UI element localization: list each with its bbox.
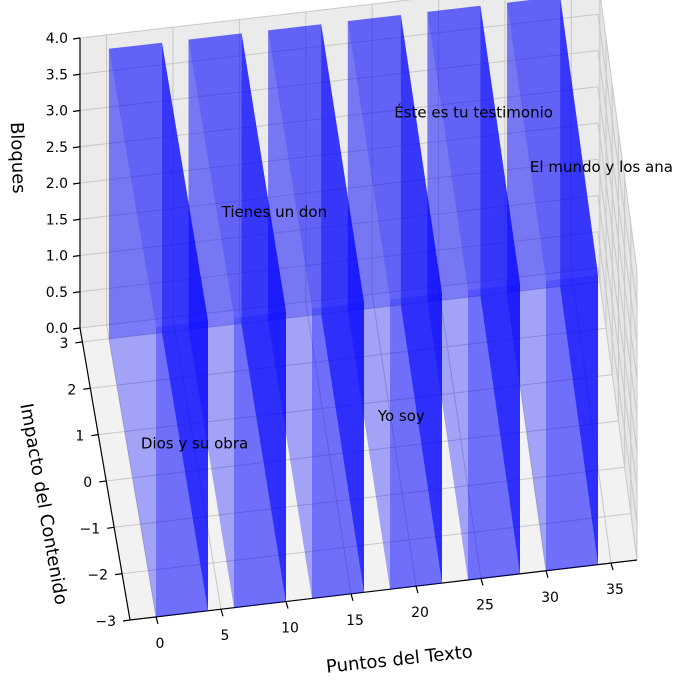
x-tick-mark	[415, 585, 419, 594]
annotation-3: Yo soy	[377, 407, 425, 425]
z-tick-label: 3.0	[46, 104, 68, 120]
x-tick-label: 10	[281, 621, 299, 637]
x-tick-mark	[155, 616, 159, 625]
z-tick-mark	[72, 182, 81, 185]
z-tick-mark	[72, 37, 81, 40]
z-tick-mark	[72, 146, 81, 149]
grid-line-z-side	[597, 86, 638, 379]
y-tick-label: −2	[87, 568, 108, 584]
block-6-front-face	[546, 274, 598, 571]
grid-line-z-back	[79, 13, 599, 75]
annotation-5: El mundo y los anales	[530, 158, 673, 176]
z-tick-label: 4.0	[46, 31, 68, 47]
surface-block-2	[188, 33, 286, 608]
y-tick-label: 1	[75, 429, 84, 445]
grid-line-z-side	[597, 231, 638, 524]
x-tick-label: 0	[156, 636, 165, 652]
grid-line-z-side	[597, 159, 638, 452]
tick-labels: 0 5 10 15 20 25 30 35 −3 −2 −1 0 1 2 30.0 0.5 1.0 1.5 2.0 2…	[46, 31, 624, 652]
x-axis-title: Puntos del Texto	[325, 641, 474, 677]
z-tick-label: 3.5	[46, 67, 68, 83]
block-4-back-face	[347, 15, 401, 312]
block-1-left-face	[108, 48, 156, 617]
z-tick-mark	[72, 109, 81, 113]
block-6-back-face	[507, 0, 561, 293]
z-tick-mark	[72, 218, 81, 221]
y-tick-label: −1	[79, 521, 100, 537]
x-tick-mark	[610, 562, 614, 571]
x-tick-mark	[480, 578, 484, 586]
surface-block-1	[108, 42, 208, 617]
x-tick-mark	[220, 609, 224, 617]
z-tick-mark	[72, 254, 81, 258]
x-tick-mark	[350, 593, 354, 602]
grid-line-z-back	[79, 0, 413, 39]
surface-block-4	[347, 15, 442, 590]
block-3-left-face	[268, 30, 312, 599]
y-tick-label: 0	[83, 475, 92, 491]
block-4-front-face	[390, 293, 442, 590]
x-tick-mark	[545, 570, 549, 578]
block-5-front-face	[468, 283, 520, 580]
grid-line-x-floor	[106, 324, 157, 618]
y-tick-label: 3	[59, 336, 68, 352]
annotations: Dios y su obra Tienes un don Yo soy Éste es…	[141, 102, 673, 452]
y-tick-label: −3	[95, 614, 116, 630]
x-tick-label: 30	[541, 590, 559, 606]
annotation-1: Dios y su obra	[141, 435, 248, 453]
y-axis-title: Impacto del Contenido	[15, 402, 71, 607]
x-tick-label: 35	[606, 582, 624, 598]
block-5-back-face	[427, 5, 481, 302]
side-pane	[598, 0, 637, 560]
z-tick-mark	[72, 73, 81, 76]
z-tick-label: 0.0	[46, 321, 68, 337]
x-tick-label: 20	[411, 605, 429, 621]
surface-block-3	[268, 24, 364, 599]
grid-line-z-side	[597, 267, 638, 561]
x-tick-label: 5	[221, 628, 230, 644]
y-axis-line	[79, 327, 131, 621]
z-tick-label: 1.5	[46, 212, 68, 228]
block-2-front-face	[234, 311, 286, 608]
y-tick-mark	[114, 573, 123, 576]
grid-line-z-side	[597, 14, 638, 307]
x-tick-label: 15	[346, 613, 364, 629]
y-tick-mark	[122, 619, 131, 622]
z-tick-label: 2.0	[46, 176, 68, 192]
grid-line-z-side	[597, 195, 638, 488]
surface-block-5	[427, 5, 520, 580]
annotation-2: Tienes un don	[221, 203, 327, 221]
z-tick-mark	[72, 327, 81, 330]
x-tick-label: 25	[476, 597, 494, 613]
z-tick-mark	[72, 291, 81, 294]
block-1-back-face	[108, 42, 162, 339]
z-tick-label: 0.5	[46, 285, 68, 301]
surface-block-6	[507, 0, 598, 571]
z-axis-title: Bloques	[6, 122, 29, 194]
block-3-front-face	[312, 302, 364, 599]
y-tick-mark	[83, 387, 91, 390]
z-tick-label: 2.5	[46, 140, 68, 156]
block-2-left-face	[188, 39, 234, 608]
z-tick-label: 1.0	[46, 249, 68, 265]
annotation-4: Éste es tu testimonio	[394, 102, 553, 121]
grid-line-z-side	[597, 122, 638, 416]
surface-blocks	[108, 0, 598, 617]
y-tick-mark	[99, 480, 107, 483]
block-4-left-face	[347, 21, 390, 590]
y-tick-mark	[107, 526, 115, 529]
x-tick-mark	[285, 601, 289, 609]
y-tick-mark	[75, 341, 83, 344]
block-3-back-face	[268, 24, 322, 321]
block-1-front-face	[156, 320, 208, 617]
grid-line-z-side	[600, 0, 638, 271]
y-tick-label: 2	[67, 382, 76, 398]
y-tick-mark	[91, 434, 99, 437]
block-6-left-face	[507, 2, 546, 571]
block-2-back-face	[188, 33, 242, 330]
block-5-left-face	[427, 11, 468, 580]
grid-line-z-side	[597, 50, 638, 343]
